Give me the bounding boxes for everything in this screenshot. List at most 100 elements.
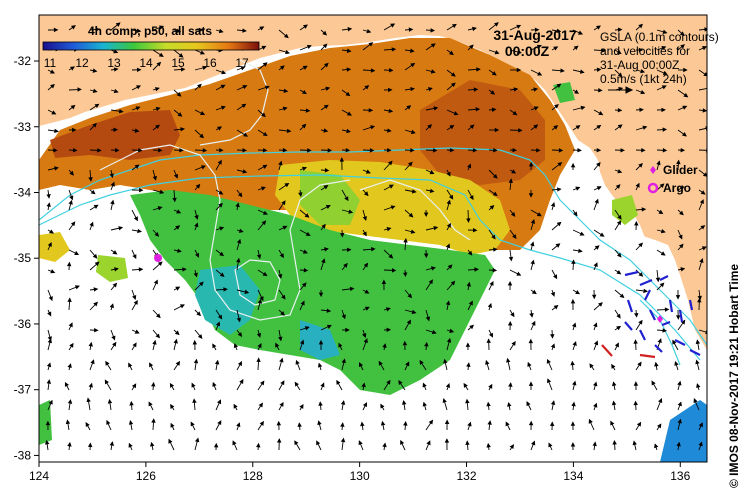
velocity-arrowhead	[259, 296, 264, 302]
velocity-arrowhead	[693, 398, 698, 404]
velocity-arrowhead	[465, 342, 471, 347]
velocity-arrowhead	[112, 250, 118, 255]
velocity-arrowhead	[369, 148, 375, 153]
velocity-arrowhead	[433, 225, 439, 231]
velocity-arrowhead	[74, 285, 80, 290]
velocity-arrowhead	[217, 159, 222, 165]
velocity-arrowhead	[678, 243, 684, 249]
velocity-arrowhead	[466, 362, 471, 367]
velocity-arrowhead	[423, 253, 429, 259]
velocity-arrowhead	[489, 281, 494, 286]
velocity-arrowhead	[283, 33, 289, 39]
velocity-arrowhead	[430, 266, 436, 271]
velocity-arrowhead	[201, 165, 206, 170]
velocity-arrowhead	[679, 186, 685, 191]
velocity-arrowhead	[339, 157, 345, 162]
velocity-arrowhead	[390, 23, 396, 28]
velocity-arrowhead	[529, 313, 534, 318]
velocity-arrowhead	[516, 24, 522, 29]
velocity-arrowhead	[617, 214, 622, 220]
velocity-arrowhead	[410, 229, 416, 234]
velocity-arrowhead	[575, 290, 581, 295]
velocity-arrowhead	[237, 361, 242, 367]
velocity-arrowhead	[486, 401, 491, 407]
velocity-arrowhead	[346, 67, 352, 72]
velocity-arrowhead	[175, 225, 181, 230]
velocity-arrowhead	[220, 84, 226, 89]
velocity-arrowhead	[679, 31, 685, 36]
velocity-arrowhead	[325, 205, 331, 210]
velocity-arrowhead	[637, 361, 642, 367]
velocity-arrowhead	[109, 441, 115, 446]
legend-tick-label: 16	[203, 56, 217, 70]
velocity-arrowhead	[654, 443, 659, 449]
velocity-arrowhead	[662, 70, 668, 75]
velocity-arrowhead	[616, 220, 622, 226]
velocity-arrowhead	[672, 339, 677, 345]
velocity-arrowhead	[388, 253, 394, 259]
velocity-arrowhead	[680, 267, 686, 272]
velocity-arrowhead	[676, 159, 681, 165]
velocity-arrowhead	[93, 287, 99, 292]
velocity-arrowhead	[677, 401, 682, 407]
velocity-arrowhead	[256, 442, 261, 448]
velocity-arrowhead	[278, 336, 283, 342]
velocity-arrowhead	[639, 107, 644, 113]
velocity-arrowhead	[601, 48, 607, 53]
velocity-arrowhead	[555, 243, 561, 248]
velocity-arrowhead	[258, 402, 263, 408]
velocity-arrowhead	[262, 210, 268, 215]
argo-float-marker	[154, 254, 162, 262]
info-line-4: 0.5m/s (1kt 24h)	[600, 72, 687, 86]
velocity-arrowhead	[617, 169, 623, 174]
velocity-arrowhead	[179, 148, 184, 153]
velocity-arrowhead	[112, 341, 117, 347]
velocity-arrowhead	[176, 92, 182, 97]
sst-scatter-patch	[39, 232, 70, 262]
velocity-arrowhead	[259, 420, 264, 426]
velocity-arrowhead	[213, 442, 219, 448]
velocity-arrowhead	[516, 271, 522, 276]
velocity-arrowhead	[426, 440, 431, 446]
velocity-arrowhead	[513, 87, 519, 92]
velocity-arrowhead	[593, 340, 599, 346]
velocity-arrowhead	[305, 231, 311, 236]
velocity-arrowhead	[471, 26, 477, 32]
velocity-arrowhead	[593, 322, 598, 328]
velocity-arrowhead	[69, 342, 74, 348]
velocity-arrowhead	[425, 316, 431, 322]
velocity-arrowhead	[642, 125, 648, 130]
velocity-arrowhead	[405, 361, 410, 367]
velocity-arrowhead	[67, 297, 72, 302]
velocity-arrowhead	[444, 419, 450, 424]
velocity-arrowhead	[346, 247, 352, 253]
sst-lime-patch	[300, 170, 360, 225]
velocity-arrowhead	[280, 380, 285, 386]
velocity-arrowhead	[660, 251, 666, 256]
velocity-arrowhead	[50, 83, 55, 89]
velocity-arrowhead	[702, 108, 707, 113]
info-line-2: and velocities for	[600, 44, 690, 58]
velocity-arrowhead	[577, 30, 584, 35]
velocity-arrowhead	[302, 249, 308, 254]
velocity-arrowhead	[235, 202, 240, 208]
velocity-arrowhead	[94, 327, 99, 333]
velocity-arrowhead	[302, 166, 308, 171]
velocity-arrowhead	[47, 311, 52, 317]
velocity-arrowhead	[572, 341, 577, 346]
velocity-arrowhead	[410, 129, 416, 135]
velocity-arrowhead	[113, 88, 119, 94]
velocity-arrowhead	[177, 112, 183, 117]
velocity-arrowhead	[475, 107, 481, 112]
velocity-arrowhead	[304, 326, 310, 331]
velocity-arrowhead	[219, 147, 224, 153]
velocity-arrowhead	[276, 438, 282, 443]
velocity-arrowhead	[155, 333, 161, 339]
velocity-arrowhead	[156, 61, 162, 67]
velocity-arrowhead	[197, 83, 202, 89]
velocity-arrowhead	[638, 23, 644, 29]
velocity-arrowhead	[445, 300, 451, 306]
velocity-arrowhead	[472, 148, 478, 153]
velocity-arrowhead	[507, 402, 512, 407]
velocity-arrowhead	[177, 248, 182, 253]
